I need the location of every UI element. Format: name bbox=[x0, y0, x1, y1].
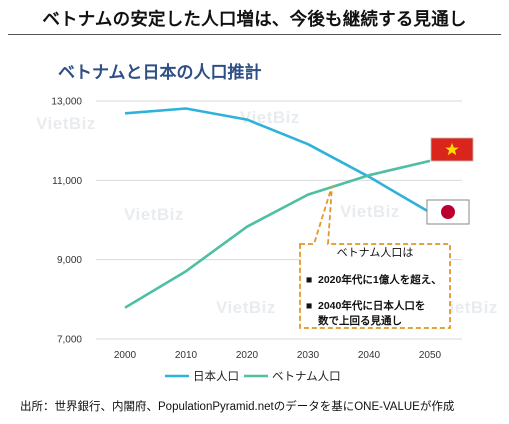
watermark: VietBiz bbox=[124, 205, 184, 224]
chart-title: ベトナムと日本の人口推計 bbox=[58, 63, 262, 83]
x-tick-label: 2000 bbox=[114, 350, 137, 361]
annotation-item: 数で上回る見通し bbox=[317, 314, 402, 327]
annotation-item: 2020年代に1億人を超え、 bbox=[318, 273, 442, 286]
headline-divider bbox=[8, 34, 501, 35]
series-line-japan bbox=[124, 107, 431, 214]
watermark: VietBiz bbox=[216, 298, 276, 317]
y-tick-label: 11,000 bbox=[52, 176, 82, 187]
x-tick-label: 2030 bbox=[297, 350, 320, 361]
annotation-callout: ベトナム人口は ■ 2020年代に1億人を超え、 ■ 2040年代に日本人口を … bbox=[299, 185, 451, 329]
legend-label-japan: 日本人口 bbox=[193, 369, 239, 383]
watermark: VietBiz bbox=[340, 202, 400, 221]
annotation-bullet: ■ bbox=[306, 300, 312, 312]
page-headline: ベトナムの安定した人口増は、今後も継続する見通し bbox=[42, 10, 467, 30]
chart-legend: 日本人口 ベトナム人口 bbox=[165, 369, 341, 383]
x-tick-label: 2010 bbox=[175, 350, 198, 361]
japan-flag bbox=[426, 199, 470, 225]
legend-label-vietnam: ベトナム人口 bbox=[272, 370, 341, 383]
annotation-title: ベトナム人口は bbox=[337, 246, 414, 259]
watermark: VietBiz bbox=[438, 298, 498, 317]
annotation-item: 2040年代に日本人口を bbox=[318, 299, 425, 312]
x-tick-label: 2050 bbox=[419, 350, 442, 361]
vietnam-flag bbox=[430, 137, 474, 162]
x-tick-label: 2020 bbox=[236, 350, 259, 361]
watermark: VietBiz bbox=[36, 114, 96, 133]
y-tick-label: 7,000 bbox=[57, 335, 82, 346]
x-tick-label: 2040 bbox=[358, 350, 381, 361]
y-tick-label: 9,000 bbox=[57, 255, 82, 266]
source-note: 出所：世界銀行、内閣府、PopulationPyramid.netのデータを基に… bbox=[20, 401, 455, 413]
y-tick-label: 13,000 bbox=[51, 97, 82, 108]
annotation-bullet: ■ bbox=[306, 274, 312, 286]
series-line-vietnam bbox=[124, 159, 431, 309]
